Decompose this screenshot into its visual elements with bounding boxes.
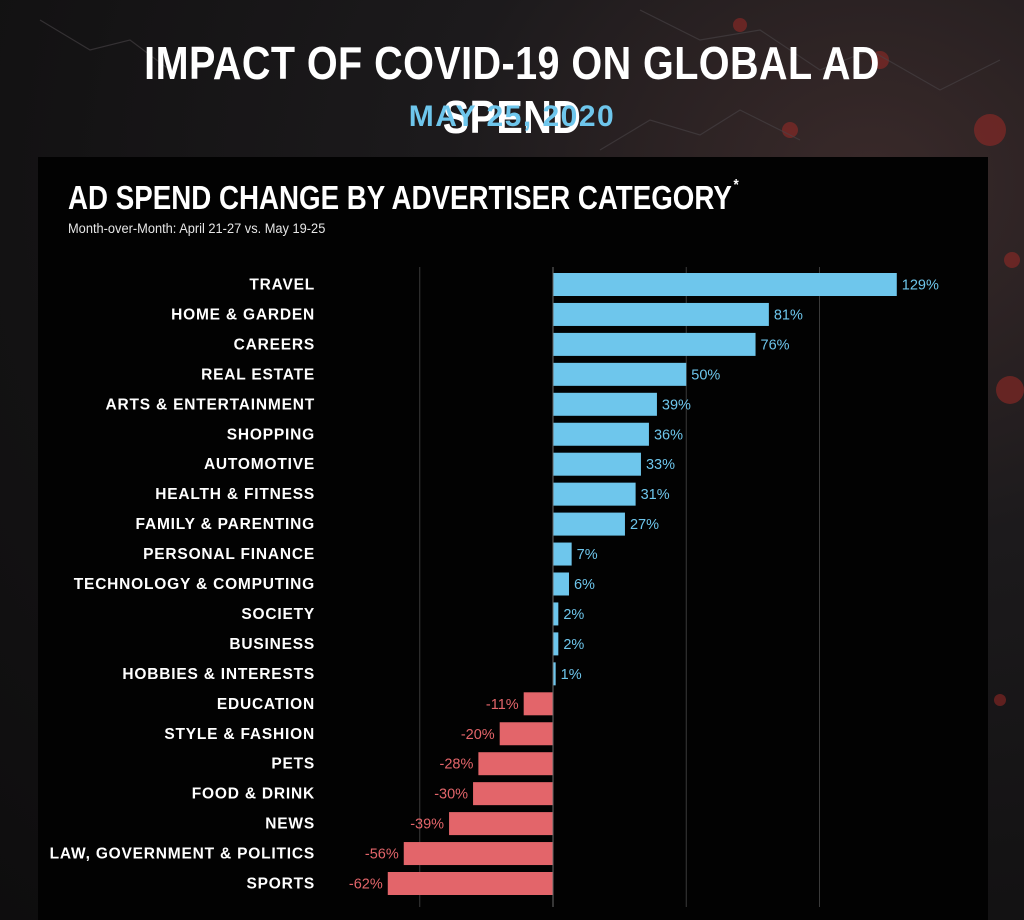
category-label: STYLE & FASHION [164, 726, 315, 743]
category-label: FAMILY & PARENTING [136, 516, 315, 533]
category-label: HEALTH & FITNESS [155, 486, 315, 503]
footnote-mark: * [733, 177, 739, 194]
category-label: SOCIETY [241, 606, 315, 623]
bar [387, 872, 553, 895]
category-label: HOME & GARDEN [171, 306, 315, 323]
bar [553, 452, 641, 476]
bar [473, 782, 553, 806]
bar [553, 302, 769, 326]
category-label: CAREERS [234, 336, 315, 353]
data-label: -30% [434, 787, 468, 803]
bar [553, 362, 687, 386]
data-label: 27% [630, 517, 659, 533]
category-label: REAL ESTATE [201, 366, 315, 383]
data-label: 76% [761, 337, 790, 353]
bar [553, 422, 649, 446]
category-label: ARTS & ENTERTAINMENT [106, 396, 315, 413]
data-label: 7% [577, 547, 598, 563]
data-label: 129% [902, 278, 939, 294]
data-label: 6% [574, 577, 595, 593]
bar [553, 332, 756, 356]
bar [523, 692, 553, 716]
bar [403, 842, 553, 866]
data-label: 50% [691, 367, 720, 383]
data-label: -39% [410, 817, 444, 833]
category-label: HOBBIES & INTERESTS [122, 666, 315, 683]
bar [553, 512, 625, 536]
category-label: FOOD & DRINK [192, 786, 315, 803]
category-label: AUTOMOTIVE [204, 456, 315, 473]
data-label: 1% [561, 667, 582, 683]
bar [553, 392, 657, 416]
bar [478, 752, 553, 776]
category-label: PERSONAL FINANCE [143, 546, 315, 563]
data-label: -56% [365, 847, 399, 863]
bar [553, 273, 897, 296]
chart-panel: AD SPEND CHANGE BY ADVERTISER CATEGORY * … [38, 157, 988, 920]
category-label: NEWS [265, 816, 315, 833]
category-label: PETS [271, 756, 315, 773]
category-label: TECHNOLOGY & COMPUTING [74, 576, 315, 593]
category-label: BUSINESS [229, 636, 315, 653]
data-label: 39% [662, 397, 691, 413]
data-label: 31% [641, 487, 670, 503]
chart-title: AD SPEND CHANGE BY ADVERTISER CATEGORY * [68, 177, 739, 217]
bar [553, 632, 559, 656]
category-label: LAW, GOVERNMENT & POLITICS [50, 846, 315, 863]
data-label: 2% [563, 607, 584, 623]
data-label: 81% [774, 307, 803, 323]
data-label: -11% [486, 697, 519, 713]
category-label: EDUCATION [217, 696, 315, 713]
data-label: -20% [461, 727, 495, 743]
bar [553, 572, 569, 596]
data-label: -28% [440, 757, 474, 773]
bar-chart: TRAVEL 129% HOME & GARDEN 81% CAREERS 76% REAL… [50, 267, 939, 907]
bar [499, 722, 553, 746]
chart-title-text: AD SPEND CHANGE BY ADVERTISER CATEGORY [68, 179, 732, 216]
category-label: SHOPPING [227, 426, 315, 443]
chart-subtitle: Month-over-Month: April 21-27 vs. May 19… [68, 221, 326, 236]
data-label: 33% [646, 457, 675, 473]
main-title: IMPACT OF COVID-19 ON GLOBAL AD SPEND [144, 37, 880, 143]
bar [553, 662, 556, 686]
data-label: 36% [654, 427, 683, 443]
category-label: TRAVEL [249, 277, 315, 294]
bar [553, 482, 636, 506]
data-label: 2% [563, 637, 584, 653]
bar [553, 542, 572, 566]
bar [449, 812, 553, 836]
report-date: MAY 25, 2020 [408, 100, 616, 133]
data-label: -62% [349, 877, 383, 893]
category-label: SPORTS [246, 876, 315, 893]
bar [553, 602, 559, 626]
